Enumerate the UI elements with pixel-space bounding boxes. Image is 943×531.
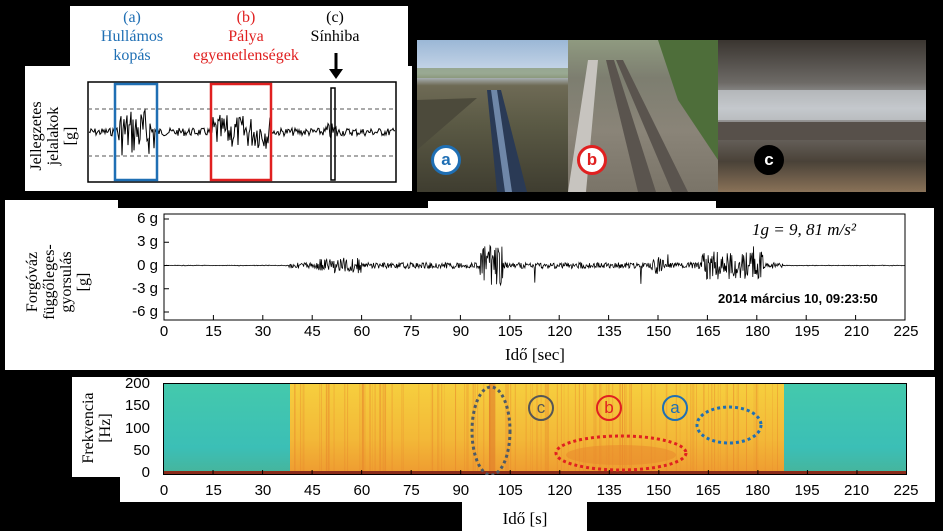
x-tick-label: 225 bbox=[893, 482, 919, 499]
y-tick-label: 200 bbox=[124, 375, 150, 392]
photo-b: b bbox=[568, 40, 718, 192]
label-a: (a) Hullámos kopás bbox=[100, 9, 164, 64]
x-tick-label: 75 bbox=[402, 323, 420, 340]
x-tick-label: 195 bbox=[794, 323, 820, 340]
y-tick-label: 0 bbox=[141, 464, 150, 481]
x-tick-label: 120 bbox=[547, 482, 573, 499]
x-tick-label: 195 bbox=[794, 482, 820, 499]
x-tick-label: 165 bbox=[695, 482, 721, 499]
annot-a: a bbox=[662, 395, 688, 421]
badge-a: a bbox=[431, 145, 461, 175]
signature-ylabel: Jellegzetes jelalakok [g] bbox=[28, 101, 79, 171]
annot-b: b bbox=[596, 395, 622, 421]
photo-a: a bbox=[417, 40, 569, 192]
y-tick-label: 0 g bbox=[137, 256, 158, 274]
accel-ylabel: Forgóváz függőleges- gyorsulás [g] bbox=[24, 244, 92, 320]
x-tick-label: 150 bbox=[646, 323, 672, 340]
spectro-xlabel: Idő [s] bbox=[502, 509, 548, 528]
spectro-hotband bbox=[489, 383, 495, 471]
x-tick-label: 150 bbox=[646, 482, 672, 499]
x-tick-label: 15 bbox=[205, 323, 222, 340]
x-tick-label: 105 bbox=[497, 323, 523, 340]
accel-ylabel-panel bbox=[5, 200, 118, 370]
x-tick-label: 210 bbox=[844, 482, 870, 499]
y-tick-label: -3 g bbox=[132, 279, 158, 297]
box-a bbox=[113, 82, 159, 182]
spectro-ylabel-panel bbox=[72, 377, 122, 477]
annot-c: c bbox=[528, 395, 554, 421]
x-tick-label: 45 bbox=[304, 482, 321, 499]
x-tick-label: 210 bbox=[844, 323, 870, 340]
region-c-ellipse bbox=[470, 385, 512, 475]
y-tick-label: 3 g bbox=[137, 233, 158, 251]
x-tick-label: 75 bbox=[402, 482, 420, 499]
label-c: (c) Sínhiba bbox=[310, 9, 360, 45]
x-tick-label: 105 bbox=[497, 482, 523, 499]
photo-c: c bbox=[718, 40, 926, 192]
x-tick-label: 135 bbox=[596, 482, 622, 499]
x-tick-label: 0 bbox=[159, 323, 169, 340]
accel-panel-top-strip bbox=[428, 201, 716, 211]
badge-b: b bbox=[577, 145, 607, 175]
y-tick-label: 150 bbox=[124, 397, 150, 415]
x-tick-label: 225 bbox=[893, 323, 919, 340]
box-b bbox=[209, 82, 273, 182]
x-tick-label: 60 bbox=[353, 482, 371, 499]
accel-formula: 1g = 9, 81 m/s² bbox=[752, 220, 856, 239]
x-tick-label: 30 bbox=[254, 482, 272, 499]
signature-plot bbox=[87, 53, 397, 183]
region-a-ellipse bbox=[695, 405, 763, 445]
x-tick-label: 15 bbox=[205, 482, 222, 499]
x-tick-label: 90 bbox=[452, 323, 470, 340]
accel-xlabel: Idő [sec] bbox=[505, 345, 565, 364]
region-b-ellipse bbox=[554, 434, 688, 472]
arrow-down-icon bbox=[329, 53, 343, 79]
badge-c: c bbox=[754, 145, 784, 175]
signature-axis-label-panel bbox=[25, 66, 85, 191]
spectro-hotspot bbox=[566, 445, 676, 465]
x-tick-label: 90 bbox=[452, 482, 470, 499]
x-tick-label: 60 bbox=[353, 323, 371, 340]
x-tick-label: 120 bbox=[547, 323, 573, 340]
y-tick-label: 50 bbox=[133, 441, 150, 459]
x-tick-label: 165 bbox=[695, 323, 721, 340]
x-tick-label: 45 bbox=[304, 323, 321, 340]
y-tick-label: -6 g bbox=[132, 303, 158, 320]
y-tick-label: 6 g bbox=[137, 210, 158, 227]
label-b: (b) Pálya egyenetlenségek bbox=[193, 9, 299, 64]
x-tick-label: 0 bbox=[159, 482, 169, 499]
x-tick-label: 30 bbox=[254, 323, 272, 340]
x-tick-label: 180 bbox=[745, 482, 771, 499]
x-tick-label: 135 bbox=[596, 323, 622, 340]
spectro-xlabel-panel bbox=[462, 500, 587, 531]
x-tick-label: 180 bbox=[745, 323, 771, 340]
accel-timestamp: 2014 március 10, 09:23:50 bbox=[716, 291, 880, 306]
box-c bbox=[330, 87, 336, 181]
y-tick-label: 100 bbox=[124, 419, 150, 437]
